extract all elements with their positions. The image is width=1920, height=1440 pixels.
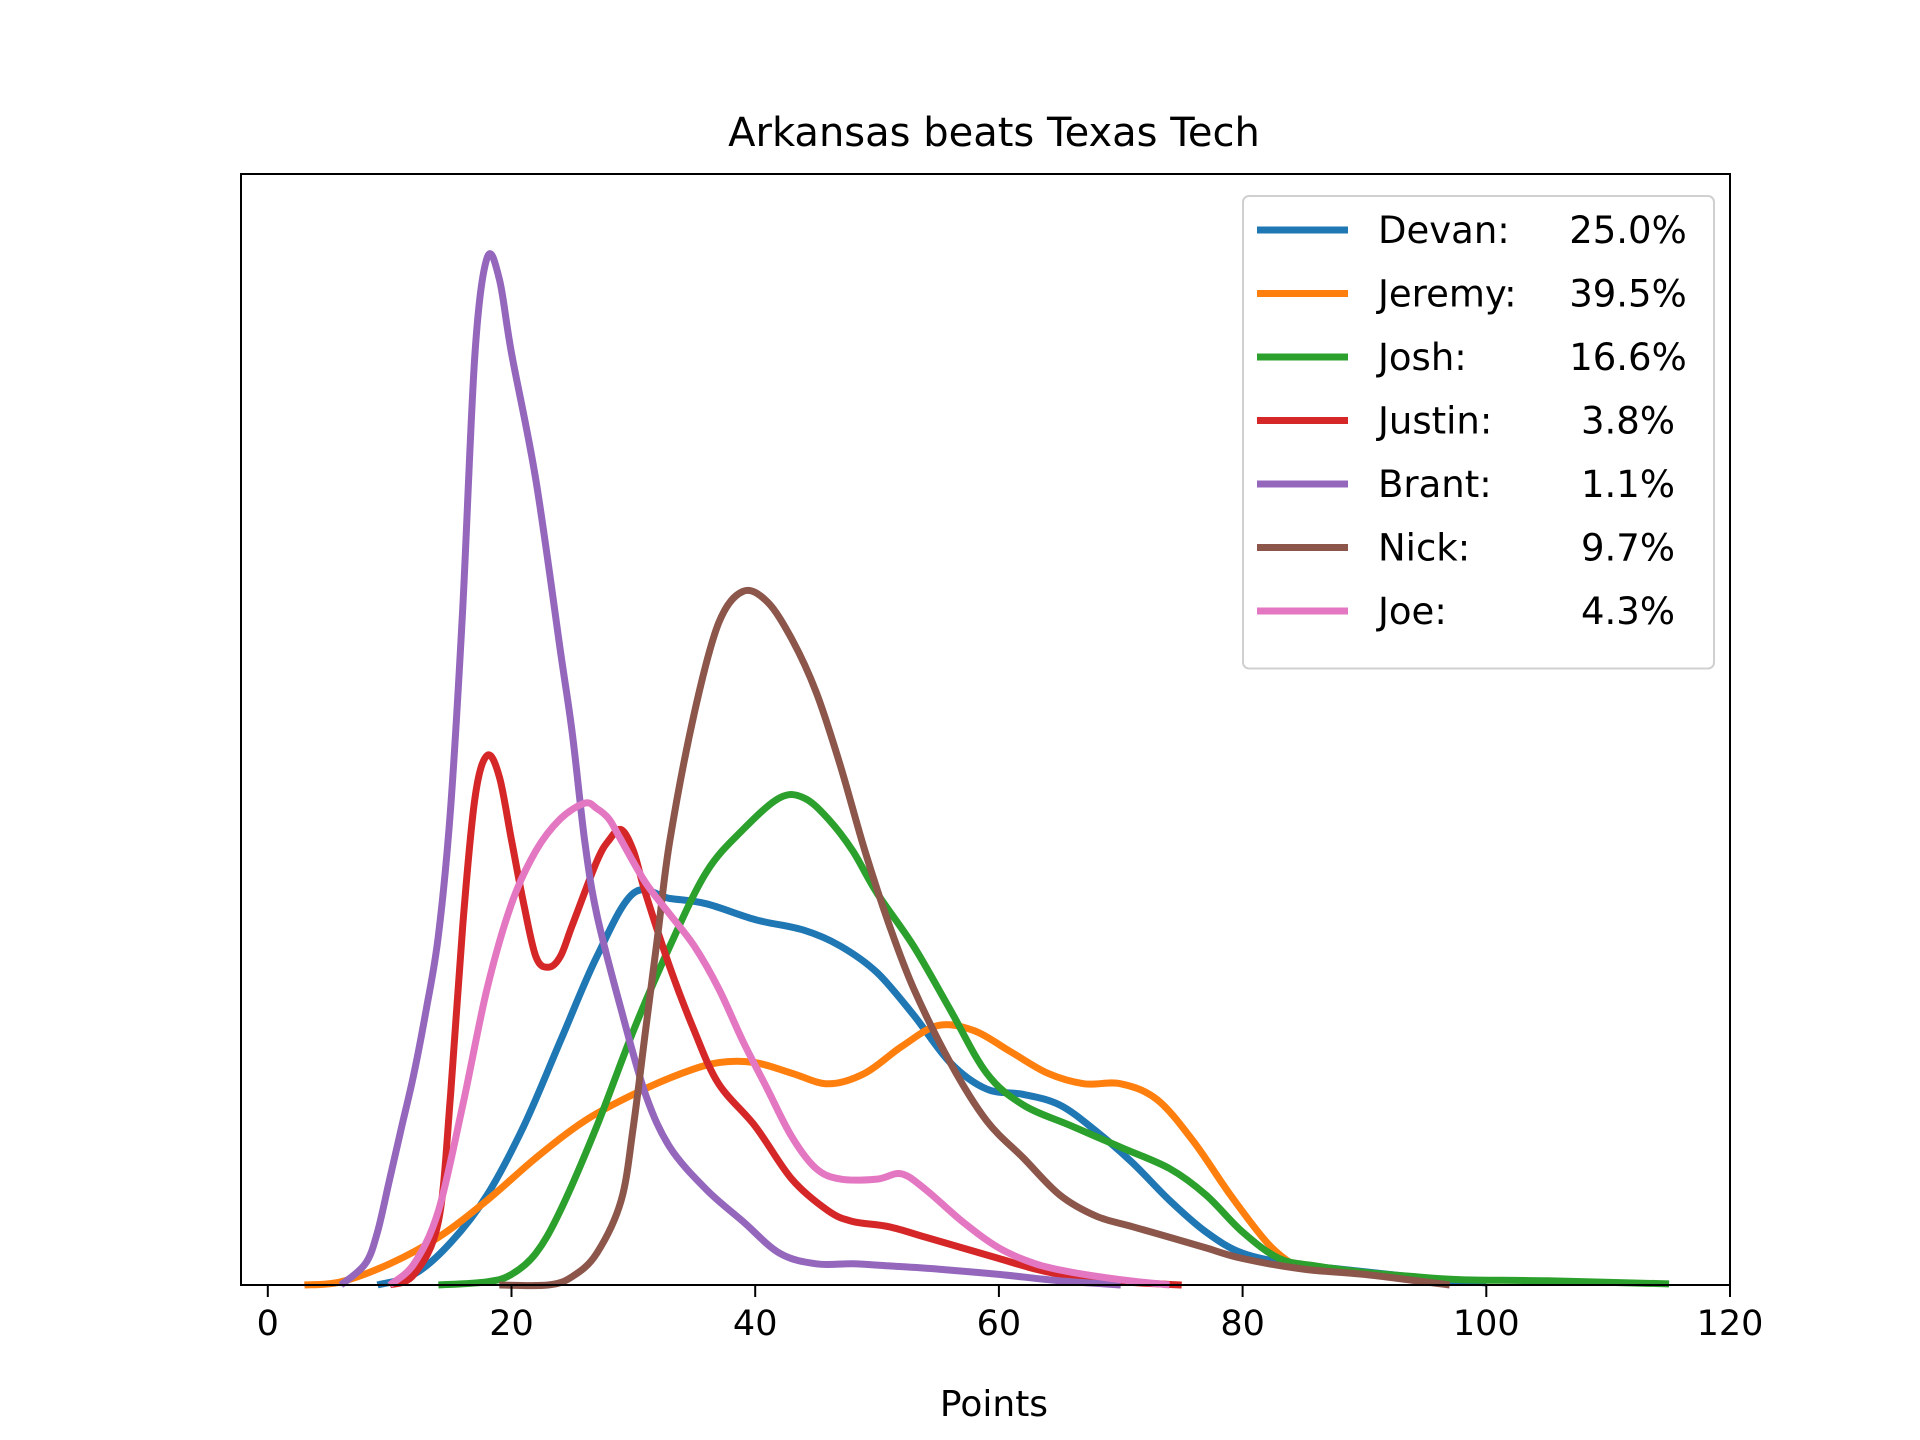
series-line-6 (387, 799, 1170, 1289)
x-tick-label: 100 (1453, 1304, 1520, 1344)
x-tick-label: 40 (733, 1304, 778, 1344)
plot-frame (240, 173, 1731, 1286)
series-line-5 (499, 586, 1451, 1290)
series-line-2 (438, 791, 1670, 1289)
x-tick-label: 60 (977, 1304, 1022, 1344)
legend-entry-name: Nick: (1378, 527, 1470, 570)
legend-entry-value: 4.3% (1581, 590, 1675, 633)
legend-entry-value: 39.5% (1569, 273, 1687, 316)
chart-title: Arkansas beats Texas Tech (728, 110, 1260, 156)
x-axis-label: Points (940, 1384, 1048, 1425)
x-tick-label: 120 (1697, 1304, 1764, 1344)
legend-entry-value: 16.6% (1569, 336, 1687, 379)
legend-entry-value: 9.7% (1581, 527, 1675, 570)
series-line-4 (338, 250, 1122, 1289)
series-line-3 (388, 751, 1182, 1289)
legend-entry-name: Josh: (1376, 336, 1467, 379)
legend: Devan: 25.0% Jeremy: 39.5% Josh: 16.6% Justin:… (1242, 195, 1715, 670)
legend-entry-name: Jeremy: (1376, 273, 1517, 316)
legend-box (1242, 195, 1715, 670)
legend-entry-name: Brant: (1378, 463, 1492, 506)
legend-entry-value: 3.8% (1581, 400, 1675, 443)
legend-entry-name: Justin: (1376, 400, 1492, 443)
legend-entry-name: Devan: (1378, 209, 1510, 252)
x-axis-ticks: 0 20 40 60 80 100 120 (257, 1285, 1764, 1344)
legend-entry-value: 1.1% (1581, 463, 1675, 506)
series-line-0 (376, 886, 1487, 1289)
x-tick-label: 20 (489, 1304, 534, 1344)
series-line-1 (304, 1021, 1294, 1289)
x-tick-label: 0 (257, 1304, 279, 1344)
legend-entry-name: Joe: (1376, 590, 1447, 633)
x-tick-label: 80 (1220, 1304, 1265, 1344)
legend-entry-value: 25.0% (1569, 209, 1687, 252)
series-layer (304, 250, 1670, 1290)
